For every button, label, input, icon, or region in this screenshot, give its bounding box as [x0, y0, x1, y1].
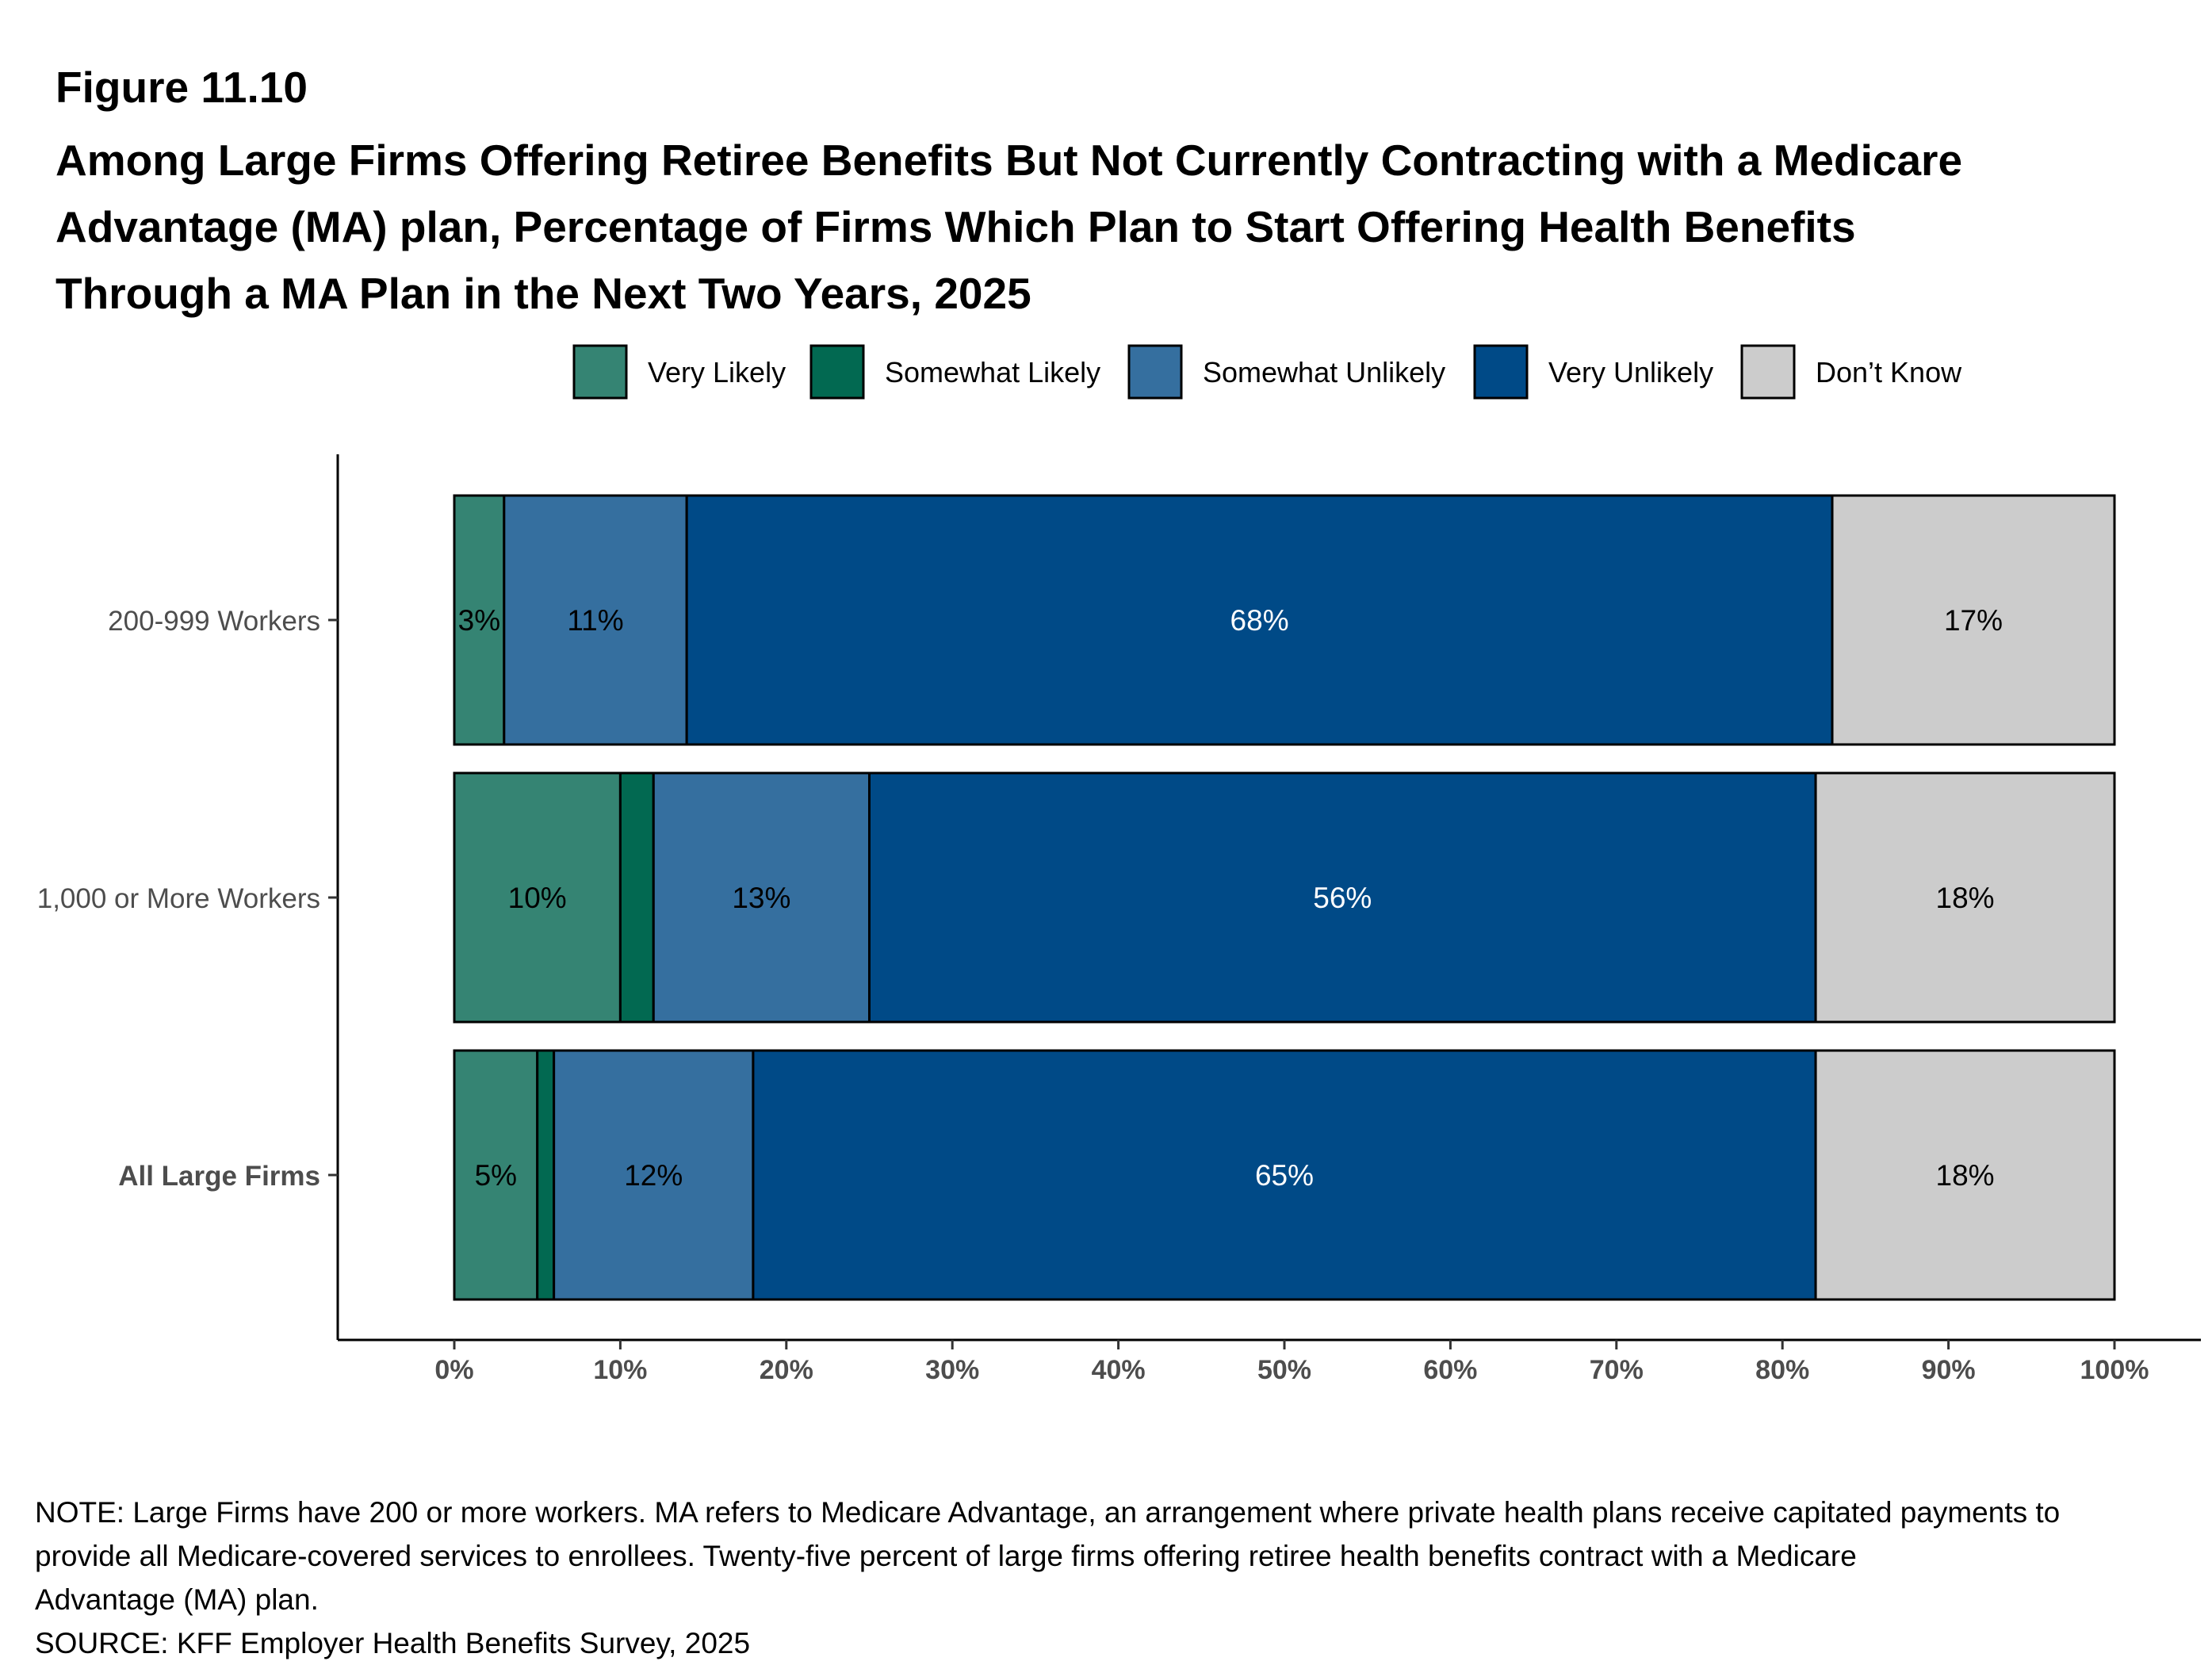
data-label-very-unlikely-200-999-workers: 68% [1230, 604, 1289, 637]
data-label-very-likely-all-large-firms: 5% [475, 1159, 517, 1192]
x-tick-label-10: 10% [593, 1355, 647, 1385]
bar-somewhat-likely-all-large-firms [536, 1049, 556, 1301]
x-tick-label-40: 40% [1092, 1355, 1146, 1385]
legend-label-don-t-know: Don’t Know [1816, 356, 1962, 388]
data-label-very-likely-200-999-workers: 3% [458, 604, 500, 637]
notes: NOTE: Large Firms have 200 or more worke… [35, 1491, 2176, 1665]
x-tick-label-60: 60% [1423, 1355, 1477, 1385]
x-tick-label-20: 20% [760, 1355, 813, 1385]
x-tick-label-50: 50% [1257, 1355, 1311, 1385]
title-line-2: Advantage (MA) plan, Percentage of Firms… [55, 202, 1856, 251]
bar-very-unlikely-200-999-workers [685, 494, 1834, 746]
legend-label-somewhat-likely: Somewhat Likely [885, 356, 1100, 388]
legend-swatch-very-likely [572, 344, 628, 400]
bar-very-unlikely-1-000-or-more-workers [868, 771, 1817, 1024]
data-label-somewhat-unlikely-1-000-or-more-workers: 13% [732, 882, 790, 914]
legend-swatch-somewhat-likely [809, 344, 865, 400]
legend-label-very-unlikely: Very Unlikely [1548, 356, 1713, 388]
legend-swatch-don-t-know [1740, 344, 1796, 400]
source-line: SOURCE: KFF Employer Health Benefits Sur… [35, 1627, 751, 1659]
x-tick-label-70: 70% [1590, 1355, 1644, 1385]
x-tick-label-30: 30% [925, 1355, 979, 1385]
bar-don-t-know-200-999-workers [1831, 494, 2116, 746]
bar-somewhat-unlikely-200-999-workers [503, 494, 688, 746]
title-line-3: Through a MA Plan in the Next Two Years,… [55, 269, 1031, 318]
stacked-bar-chart: Very Likely Somewhat Likely Somewhat Unlik… [37, 344, 2201, 1385]
legend-label-very-likely: Very Likely [648, 356, 786, 388]
x-tick-label-90: 90% [1922, 1355, 1976, 1385]
data-label-don-t-know-all-large-firms: 18% [1936, 1159, 1995, 1192]
bar-don-t-know-all-large-firms [1814, 1049, 2116, 1301]
note-line-3: Advantage (MA) plan. [35, 1583, 319, 1616]
axes: 200-999 Workers 1,000 or More Workers All … [37, 454, 2201, 1385]
bar-somewhat-likely-1-000-or-more-workers [618, 771, 655, 1024]
legend-swatch-somewhat-unlikely [1127, 344, 1183, 400]
legend-swatch-very-unlikely [1473, 344, 1529, 400]
bar-area: 3% 11% 68% 17% 10% 13% 56% 18% 5% 12% 65% 18% [453, 494, 2116, 1301]
bar-very-likely-1-000-or-more-workers [453, 771, 622, 1024]
note-line-2: provide all Medicare-covered services to… [35, 1540, 1857, 1572]
bar-very-unlikely-all-large-firms [752, 1049, 1817, 1301]
legend: Very Likely Somewhat Likely Somewhat Unlik… [572, 344, 1962, 400]
data-label-somewhat-unlikely-all-large-firms: 12% [624, 1159, 683, 1192]
data-label-very-unlikely-1-000-or-more-workers: 56% [1313, 882, 1372, 914]
bar-very-likely-all-large-firms [453, 1049, 539, 1301]
bar-very-likely-200-999-workers [453, 494, 506, 746]
title-line-1: Among Large Firms Offering Retiree Benef… [55, 136, 1963, 185]
x-tick-label-100: 100% [2080, 1355, 2149, 1385]
chart-title: Among Large Firms Offering Retiree Benef… [55, 127, 2164, 327]
data-label-don-t-know-200-999-workers: 17% [1944, 604, 2003, 637]
x-tick-label-80: 80% [1755, 1355, 1809, 1385]
data-label-very-unlikely-all-large-firms: 65% [1255, 1159, 1314, 1192]
bar-somewhat-unlikely-1-000-or-more-workers [652, 771, 871, 1024]
x-tick-label-0: 0% [434, 1355, 473, 1385]
y-tick-label-1-000-or-more-workers: 1,000 or More Workers [37, 883, 320, 914]
figure-label: Figure 11.10 [55, 63, 308, 112]
data-label-somewhat-unlikely-200-999-workers: 11% [567, 604, 623, 637]
note-line-1: NOTE: Large Firms have 200 or more worke… [35, 1496, 2061, 1529]
data-label-don-t-know-1-000-or-more-workers: 18% [1936, 882, 1995, 914]
bar-somewhat-unlikely-all-large-firms [553, 1049, 755, 1301]
y-tick-label-all-large-firms: All Large Firms [118, 1161, 320, 1192]
legend-label-somewhat-unlikely: Somewhat Unlikely [1203, 356, 1445, 388]
data-label-very-likely-1-000-or-more-workers: 10% [508, 882, 567, 914]
y-tick-label-200-999-workers: 200-999 Workers [108, 606, 320, 637]
bar-don-t-know-1-000-or-more-workers [1814, 771, 2116, 1024]
